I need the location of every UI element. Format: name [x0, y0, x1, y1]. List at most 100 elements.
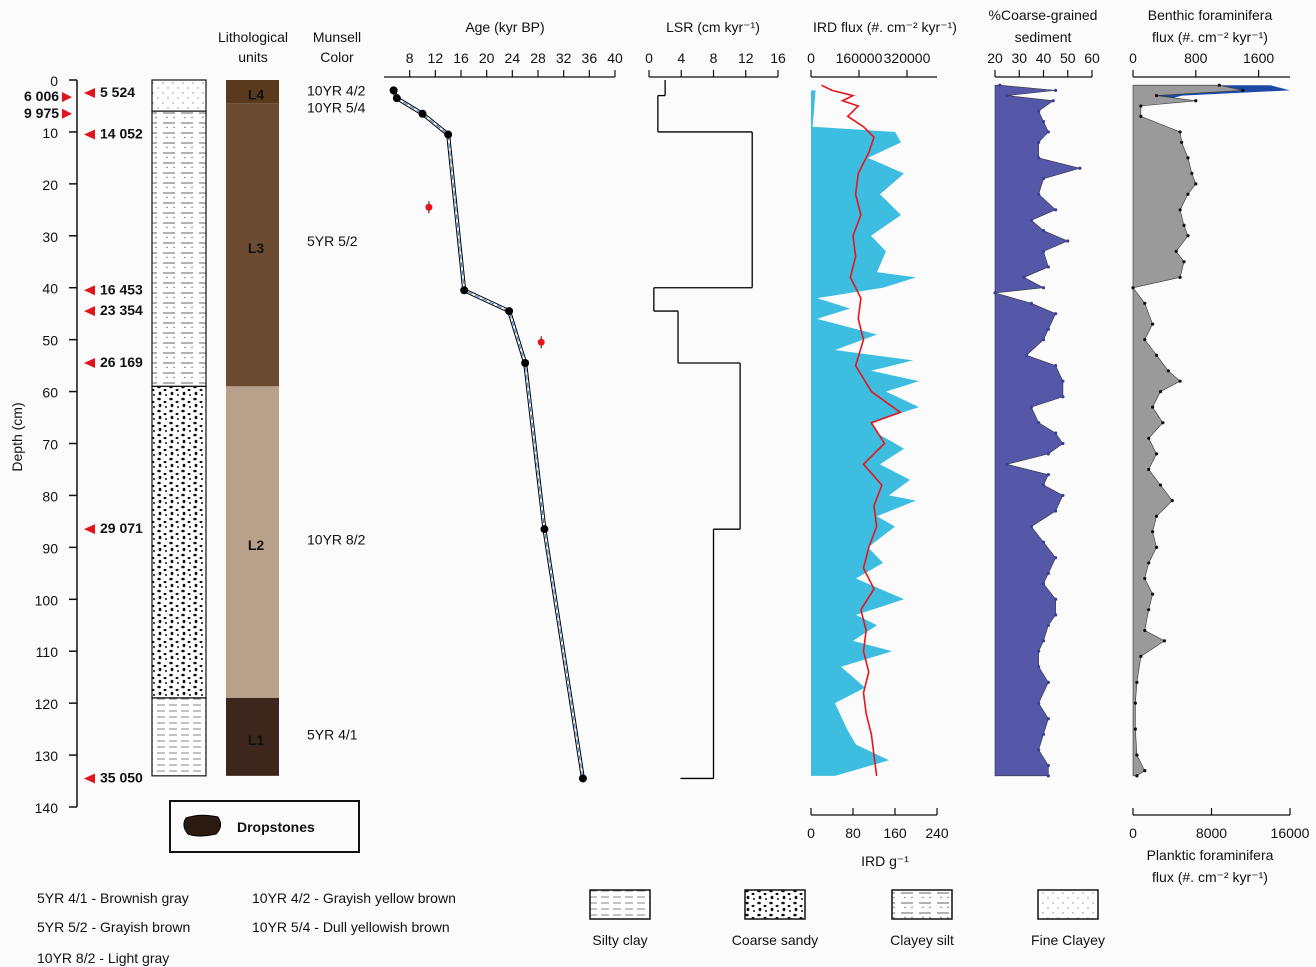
x-tick-label: 0 — [645, 50, 653, 66]
area — [1133, 85, 1243, 776]
point — [1047, 624, 1050, 627]
color-legend: 5YR 5/2 - Grayish brown — [37, 919, 190, 935]
point — [1147, 437, 1150, 440]
point — [1052, 99, 1055, 102]
point — [540, 525, 548, 533]
unit-label: L4 — [248, 87, 265, 103]
x-tick-label: 32 — [556, 50, 572, 66]
x-tick-label: 12 — [428, 50, 444, 66]
point — [1190, 172, 1193, 175]
point — [1159, 390, 1162, 393]
header: Lithological units Munsell Color — [218, 29, 361, 65]
point — [1175, 250, 1178, 253]
point — [1155, 546, 1158, 549]
point — [1030, 525, 1033, 528]
date-marker — [84, 773, 95, 783]
point — [1054, 556, 1057, 559]
x-tick-label: 1600 — [1243, 50, 1274, 66]
point — [1042, 338, 1045, 341]
point — [1182, 260, 1185, 263]
date-marker — [84, 358, 95, 368]
munsell-label: 10YR 5/4 — [307, 100, 366, 116]
x2-tick-label: 160 — [883, 825, 907, 841]
point — [1182, 224, 1185, 227]
y-tick-label: 80 — [42, 488, 58, 504]
texture-swatch — [1038, 890, 1098, 919]
date-label: 14 052 — [100, 126, 143, 142]
point — [393, 94, 401, 102]
point — [390, 86, 398, 94]
x2-title: flux (#. cm⁻² kyr⁻¹) — [1152, 869, 1268, 885]
point — [1042, 120, 1045, 123]
texture-swatch — [892, 890, 952, 919]
point — [1061, 494, 1064, 497]
point — [1186, 193, 1189, 196]
date-marker — [84, 88, 95, 98]
point — [1042, 250, 1045, 253]
x-tick-label: 8 — [406, 50, 414, 66]
point — [1030, 406, 1033, 409]
x2-tick-label: 80 — [845, 825, 861, 841]
line — [394, 90, 583, 778]
point — [1155, 354, 1158, 357]
x-tick-label: 8 — [710, 50, 718, 66]
point — [1030, 219, 1033, 222]
x-tick-label: 320000 — [884, 50, 931, 66]
x2-tick-label: 0 — [1129, 825, 1137, 841]
x-tick-label: 16 — [770, 50, 786, 66]
y-axis-label: Depth (cm) — [9, 402, 25, 471]
point — [1131, 286, 1134, 289]
x2-tick-label: 240 — [925, 825, 949, 841]
area — [995, 85, 1080, 776]
point — [1054, 312, 1057, 315]
y-tick-label: 0 — [50, 73, 58, 89]
line-center — [394, 90, 583, 778]
figure: Lithological units Munsell Color Dropsto… — [0, 0, 1316, 967]
date-label: 16 453 — [100, 281, 143, 297]
x2-tick-label: 16000 — [1271, 825, 1310, 841]
point — [998, 84, 1001, 87]
point — [1042, 541, 1045, 544]
texture-legend: Clayey silt — [890, 932, 954, 948]
point — [1135, 753, 1138, 756]
dropstone-legend: Dropstones — [170, 801, 359, 852]
point — [1037, 650, 1040, 653]
chart-title: Benthic foraminifera — [1148, 7, 1273, 23]
point — [1147, 468, 1150, 471]
date-marker — [62, 92, 72, 102]
date-marker — [84, 130, 95, 140]
point — [579, 774, 587, 782]
color-legend: 10YR 5/4 - Dull yellowish brown — [252, 919, 450, 935]
chart-title: flux (#. cm⁻² kyr⁻¹) — [1152, 29, 1268, 45]
date-label: 35 050 — [100, 769, 143, 785]
point — [1054, 208, 1057, 211]
date-marker — [84, 524, 95, 534]
texture-swatch — [590, 890, 650, 919]
point — [1179, 276, 1182, 279]
y-tick-label: 40 — [42, 281, 58, 297]
x-tick-label: 30 — [1011, 50, 1027, 66]
area — [811, 90, 919, 775]
unit-label: L2 — [248, 537, 265, 553]
color-legend: 5YR 4/1 - Brownish gray — [37, 890, 189, 906]
point — [521, 359, 529, 367]
color-legend: 10YR 4/2 - Grayish yellow brown — [252, 890, 456, 906]
point — [1047, 452, 1050, 455]
lithology-title: Lithological — [218, 29, 288, 45]
point — [1042, 286, 1045, 289]
munsell-label: 5YR 5/2 — [307, 233, 358, 249]
point — [1037, 156, 1040, 159]
point — [1054, 432, 1057, 435]
point — [1139, 104, 1142, 107]
point — [1179, 208, 1182, 211]
point — [1134, 728, 1137, 731]
y-tick-label: 100 — [35, 592, 59, 608]
point — [460, 286, 468, 294]
point — [1143, 338, 1146, 341]
texture-layer — [152, 111, 206, 386]
x-tick-label: 40 — [607, 50, 623, 66]
point — [1061, 442, 1064, 445]
point — [1042, 177, 1045, 180]
point — [1047, 130, 1050, 133]
point — [1135, 774, 1138, 777]
